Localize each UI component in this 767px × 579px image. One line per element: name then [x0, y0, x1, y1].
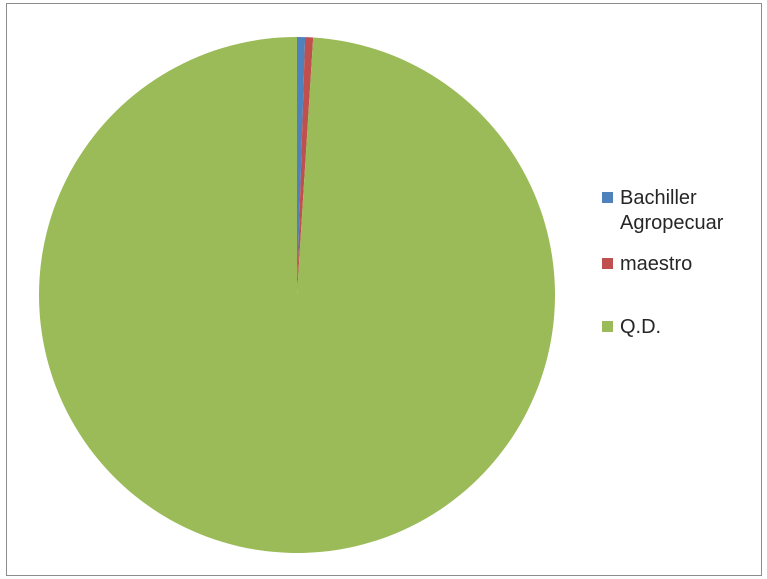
pie-slices — [38, 37, 555, 553]
pie-slice-q-d — [38, 37, 555, 553]
legend-label-qd: Q.D. — [620, 316, 662, 338]
pie-slice-maestro — [297, 37, 314, 295]
legend-item-maestro: maestro — [600, 252, 760, 277]
legend-swatch-bachiller-agropecuar — [602, 192, 613, 203]
legend-item-qd: Q.D. — [600, 315, 760, 340]
legend-item-bachiller-agropecuar: Bachiller Agropecuar — [600, 186, 760, 236]
legend-label-line2: Agropecuar — [620, 212, 724, 234]
pie-slice-bachiller-agropecuar — [297, 37, 306, 295]
legend-swatch-maestro — [602, 258, 613, 269]
legend-label-maestro: maestro — [620, 253, 693, 275]
legend-label-line1: Bachiller — [620, 187, 697, 209]
legend-swatch-qd — [602, 321, 613, 332]
legend: Bachiller Agropecuar maestro Q.D. — [600, 186, 760, 340]
